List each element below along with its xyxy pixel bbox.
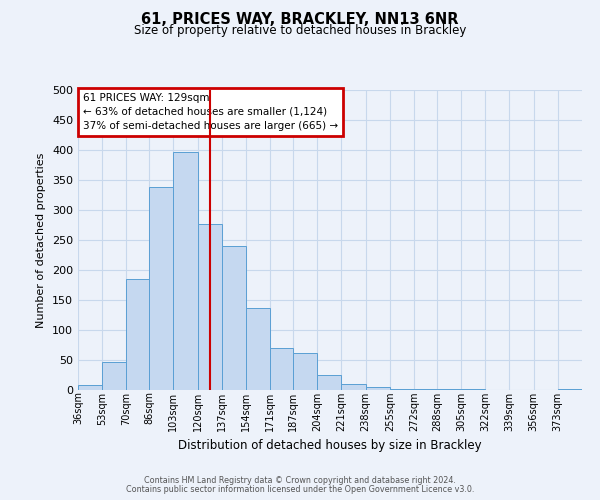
- Bar: [558, 389, 582, 390]
- Text: 61, PRICES WAY, BRACKLEY, NN13 6NR: 61, PRICES WAY, BRACKLEY, NN13 6NR: [141, 12, 459, 28]
- Bar: [341, 384, 365, 390]
- Bar: [102, 362, 127, 390]
- Text: Size of property relative to detached houses in Brackley: Size of property relative to detached ho…: [134, 24, 466, 37]
- Bar: [78, 385, 102, 390]
- Text: Contains HM Land Registry data © Crown copyright and database right 2024.: Contains HM Land Registry data © Crown c…: [144, 476, 456, 485]
- Y-axis label: Number of detached properties: Number of detached properties: [37, 152, 46, 328]
- Bar: [390, 389, 414, 390]
- Bar: [149, 187, 173, 390]
- Bar: [127, 279, 149, 390]
- Bar: [246, 308, 270, 390]
- Bar: [197, 224, 222, 390]
- Text: 61 PRICES WAY: 129sqm
← 63% of detached houses are smaller (1,124)
37% of semi-d: 61 PRICES WAY: 129sqm ← 63% of detached …: [83, 93, 338, 131]
- Bar: [293, 353, 317, 390]
- Bar: [317, 375, 341, 390]
- Bar: [173, 152, 197, 390]
- Bar: [270, 348, 293, 390]
- Bar: [365, 387, 390, 390]
- Bar: [222, 246, 246, 390]
- Text: Contains public sector information licensed under the Open Government Licence v3: Contains public sector information licen…: [126, 485, 474, 494]
- X-axis label: Distribution of detached houses by size in Brackley: Distribution of detached houses by size …: [178, 439, 482, 452]
